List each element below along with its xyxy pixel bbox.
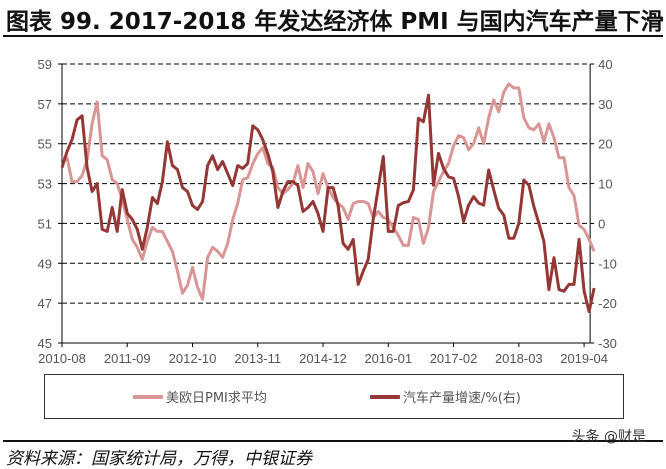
right-tick-label: -30 [598, 336, 617, 351]
right-tick-label: 40 [598, 57, 612, 72]
left-tick-label: 53 [38, 177, 52, 192]
right-tick-label: 0 [598, 216, 605, 231]
x-tick-label: 2018-03 [495, 351, 543, 366]
left-tick-label: 59 [38, 57, 52, 72]
x-tick-label: 2017-02 [430, 351, 478, 366]
left-tick-label: 55 [38, 137, 52, 152]
legend-label-pmi: 美欧日PMI求平均 [166, 391, 267, 406]
x-tick-label: 2013-11 [234, 351, 281, 366]
legend-item-pmi: 美欧日PMI求平均 [133, 387, 267, 406]
gridlines [62, 63, 591, 304]
x-tick-label: 2016-01 [364, 351, 412, 366]
chart-title: 图表 99. 2017-2018 年发达经济体 PMI 与国内汽车产量下滑 [6, 9, 664, 35]
series-lines [60, 82, 596, 313]
left-tick-label: 47 [38, 296, 52, 311]
left-tick-label: 57 [38, 97, 52, 112]
x-tick-label: 2012-10 [169, 351, 217, 366]
left-tick-label: 51 [38, 216, 52, 231]
legend-swatch-auto [370, 394, 400, 399]
x-tick-label: 2019-04 [560, 351, 608, 366]
legend-label-auto: 汽车产量增速/%(右) [403, 391, 521, 406]
left-tick-label: 49 [38, 256, 52, 271]
source-note: 资料来源：国家统计局，万得，中银证券 [6, 449, 312, 469]
legend-item-auto: 汽车产量增速/%(右) [370, 387, 521, 406]
right-tick-label: 10 [598, 177, 612, 192]
right-tick-label: -20 [598, 296, 617, 311]
left-tick-label: 45 [38, 336, 52, 351]
right-tick-label: 20 [598, 137, 612, 152]
source-divider [3, 440, 663, 442]
right-tick-label: 30 [598, 97, 612, 112]
x-tick-label: 2011-09 [104, 351, 151, 366]
series-line-auto-production [60, 93, 596, 313]
axes [58, 63, 595, 347]
x-tick-label: 2014-12 [299, 351, 347, 366]
title-divider [3, 35, 663, 37]
right-tick-label: -10 [598, 256, 617, 271]
x-tick-label: 2010-08 [38, 351, 86, 366]
legend-swatch-pmi [133, 394, 163, 399]
watermark: 头条 @财是 [571, 429, 646, 445]
tick-labels: 45 47 49 51 53 55 57 59 -30 -20 -10 0 10 20 30 40 2010-0… [38, 57, 617, 366]
chart: 45 47 49 51 53 55 57 59 -30 -20 -10 0 10 20 30 40 2010-0… [38, 57, 617, 366]
legend: 美欧日PMI求平均 汽车产量增速/%(右) [44, 374, 624, 419]
